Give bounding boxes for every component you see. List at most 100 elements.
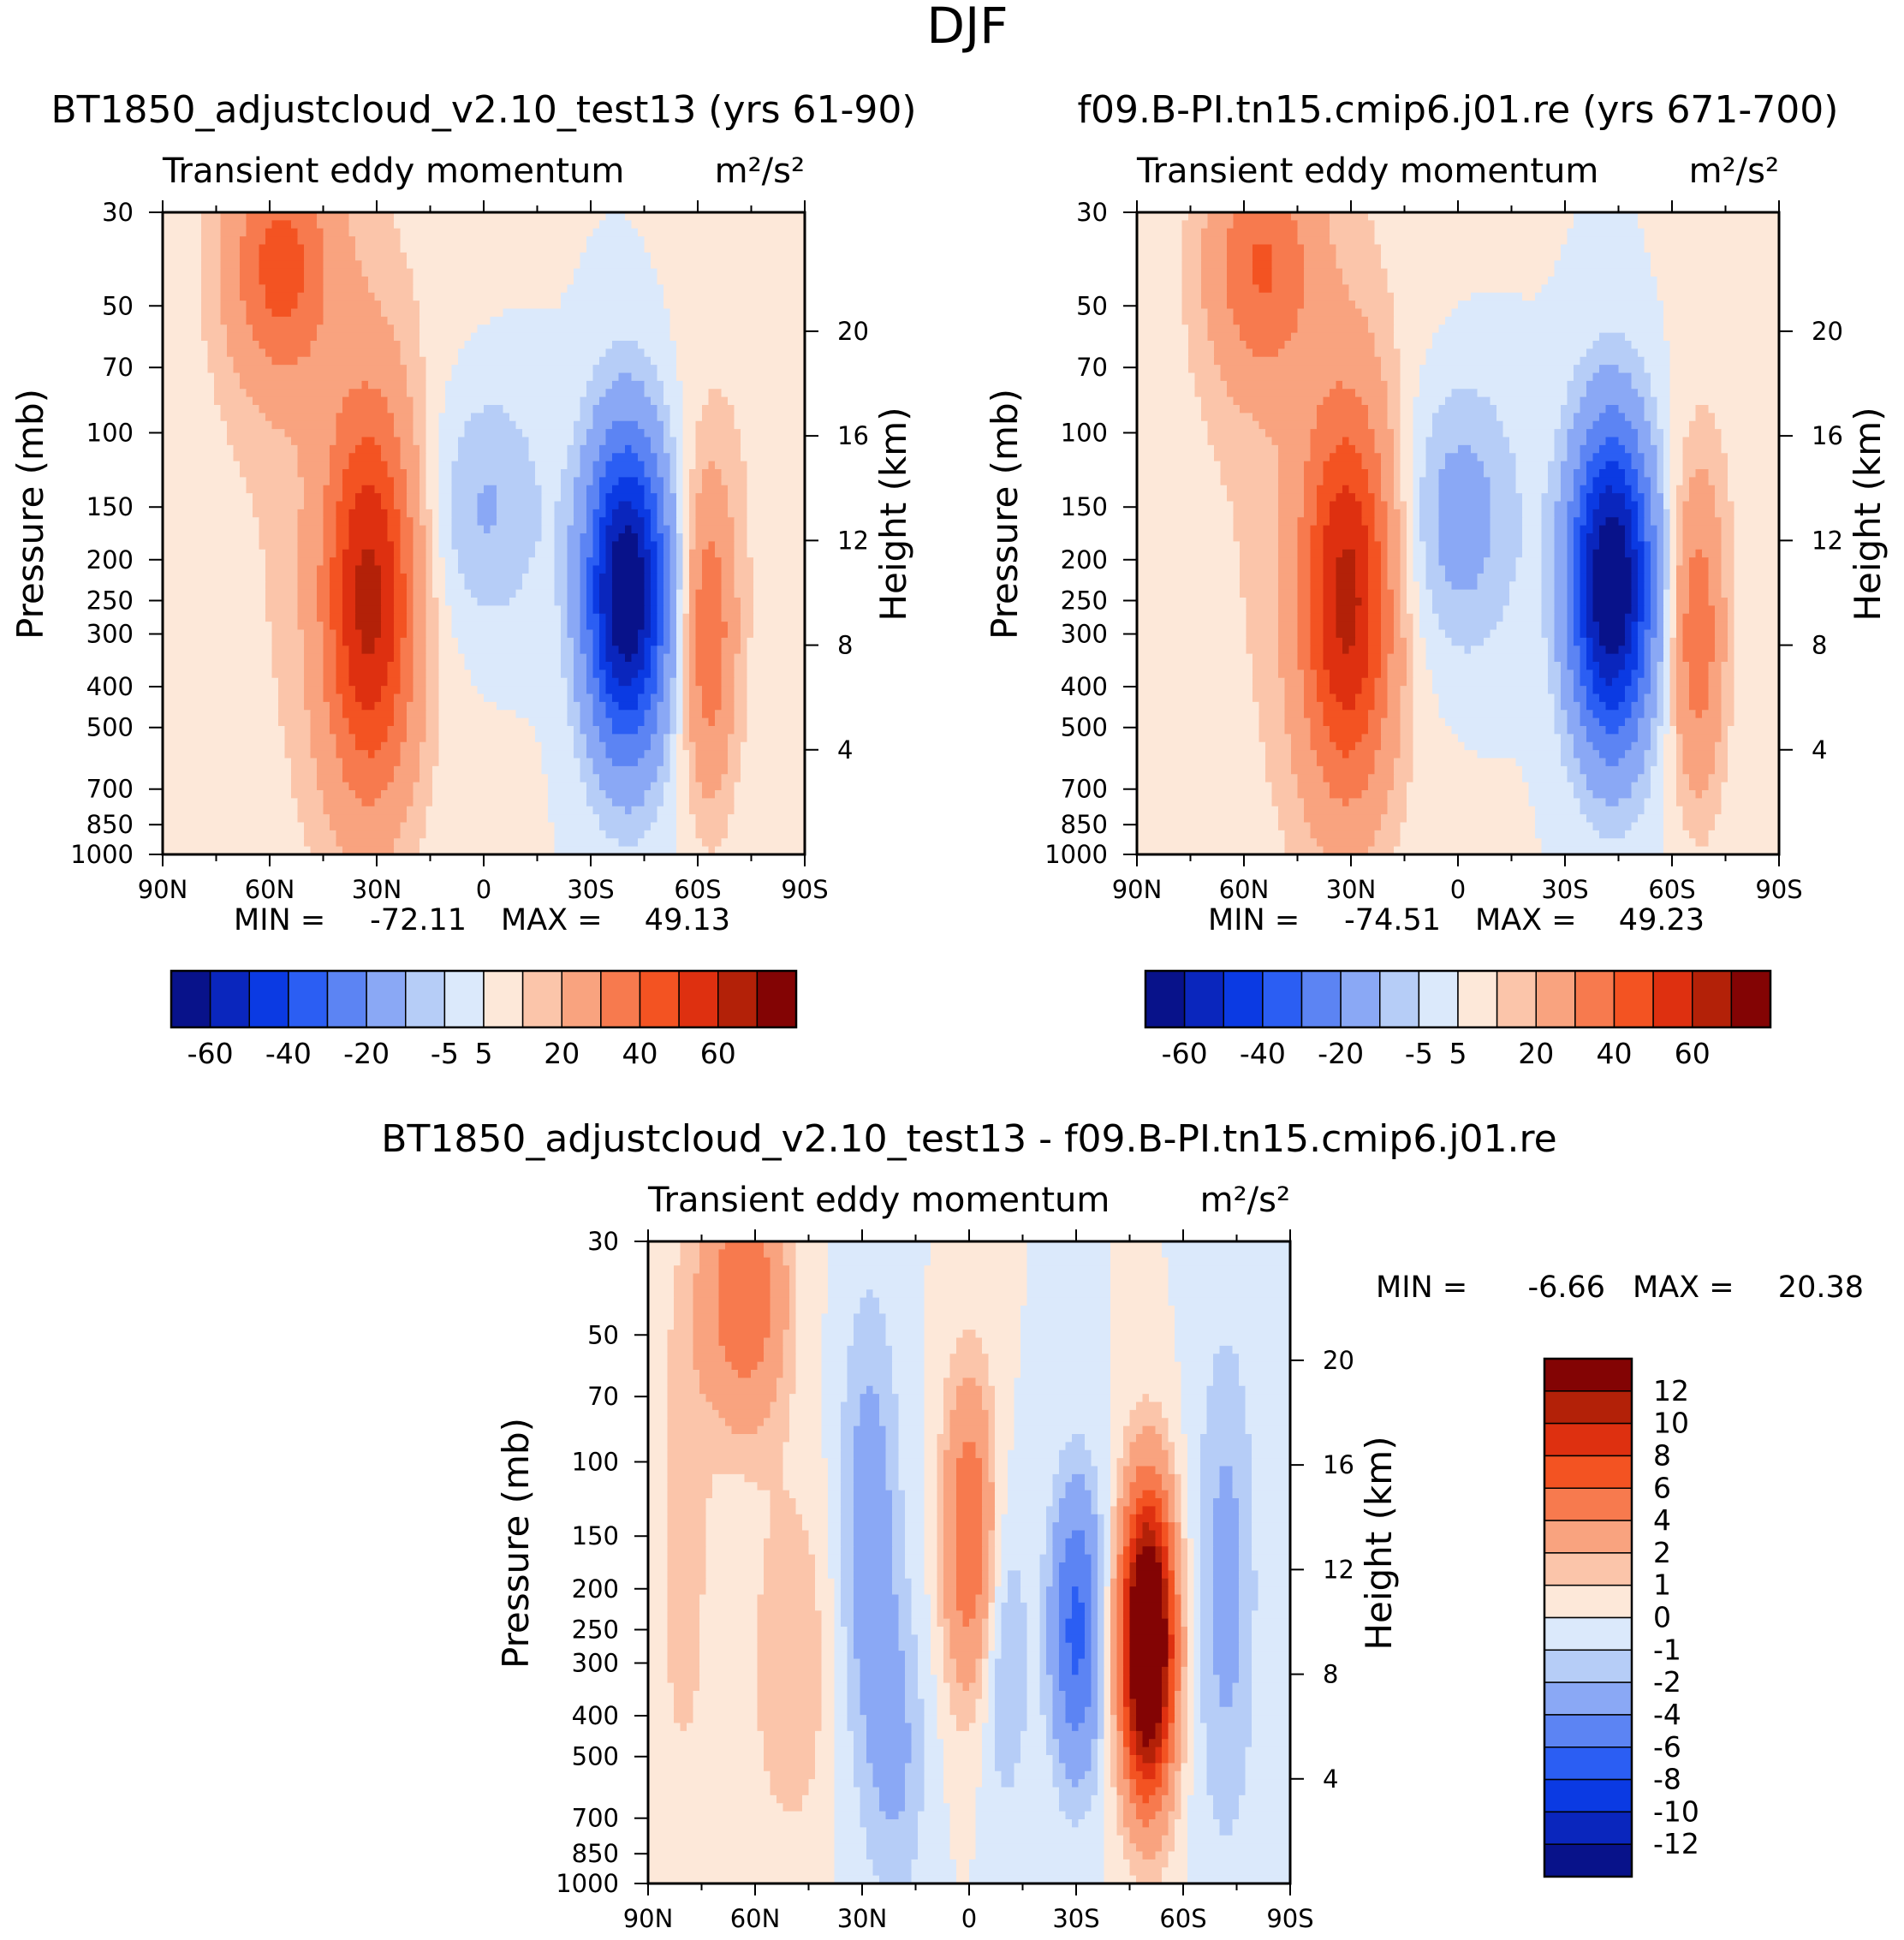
contour-cell: [1123, 1530, 1131, 1539]
contour-cell: [1137, 765, 1266, 775]
contour-cell: [1419, 372, 1574, 382]
contour-cell: [657, 453, 671, 462]
contour-cell: [1387, 533, 1401, 542]
contour-cell: [854, 1449, 887, 1459]
contour-cell: [394, 565, 402, 574]
contour-cell: [580, 252, 652, 261]
contour-cell: [394, 646, 402, 655]
contour-cell: [163, 646, 273, 655]
contour-cell: [1175, 1578, 1182, 1587]
contour-cell: [721, 469, 748, 478]
contour-cell: [1574, 517, 1587, 527]
contour-cell: [330, 557, 343, 567]
contour-cell: [1104, 1538, 1111, 1547]
contour-cell: [438, 613, 453, 622]
contour-cell: [336, 629, 343, 639]
contour-cell: [1419, 533, 1440, 542]
contour-cell: [458, 356, 600, 366]
contour-cell: [1368, 525, 1376, 534]
contour-cell: [1258, 1578, 1291, 1587]
contour-cell: [554, 573, 568, 582]
contour-cell: [400, 453, 420, 462]
contour-cell: [330, 581, 343, 591]
contour-cell: [586, 662, 594, 670]
contour-cell: [695, 814, 729, 824]
contour-cell: [667, 1610, 700, 1620]
contour-cell: [1278, 814, 1305, 824]
contour-cell: [695, 774, 723, 783]
contour-cell: [348, 717, 395, 727]
contour-cell: [1586, 477, 1594, 486]
contour-cell: [1187, 1482, 1201, 1491]
contour-cell: [1425, 662, 1549, 670]
contour-cell: [1193, 1642, 1201, 1651]
contour-cell: [586, 750, 607, 759]
contour-cell: [567, 589, 581, 598]
contour-cell: [1657, 581, 1664, 591]
contour-cell: [1567, 589, 1574, 598]
contour-cell: [669, 469, 677, 478]
contour-cell: [879, 1394, 900, 1403]
contour-cell: [885, 1458, 900, 1467]
contour-cell: [795, 1241, 829, 1250]
contour-cell: [1387, 573, 1401, 582]
contour-cell: [1137, 701, 1260, 711]
contour-cell: [1638, 589, 1645, 598]
contour-cell: [1574, 581, 1581, 591]
contour-cell: [599, 533, 607, 542]
contour-cell: [1663, 589, 1671, 598]
contour-cell: [163, 453, 235, 462]
contour-cell: [1419, 605, 1433, 615]
contour-cell: [1669, 701, 1677, 711]
contour-cell: [1181, 1522, 1188, 1532]
contour-cell: [1541, 541, 1556, 550]
contour-cell: [708, 717, 716, 727]
contour-cell: [1014, 1394, 1111, 1403]
contour-cell: [1657, 573, 1664, 582]
contour-cell: [1213, 1354, 1240, 1363]
contour-cell: [1175, 1554, 1182, 1563]
contour-cell: [937, 1522, 944, 1532]
contour-cell: [757, 1618, 823, 1628]
contour-cell: [651, 693, 664, 703]
contour-cell: [1669, 717, 1677, 727]
contour-cell: [425, 365, 453, 374]
contour-cell: [297, 589, 318, 598]
contour-cell: [1586, 726, 1607, 735]
contour-cell: [937, 1434, 951, 1443]
contour-cell: [580, 260, 652, 270]
contour-cell: [323, 677, 337, 687]
contour-cell: [1682, 653, 1716, 663]
contour-cell: [1695, 405, 1710, 414]
contour-cell: [1638, 605, 1645, 615]
contour-cell: [1663, 677, 1671, 687]
contour-cell: [438, 686, 479, 695]
contour-cell: [651, 741, 664, 751]
contour-cell: [599, 541, 607, 550]
contour-cell: [1400, 477, 1414, 486]
contour-cell: [1175, 1473, 1182, 1483]
contour-cell: [1175, 1610, 1182, 1620]
contour-cell: [432, 589, 446, 598]
contour-cell: [265, 549, 299, 558]
contour-cell: [413, 629, 427, 639]
contour-cell: [361, 260, 408, 270]
contour-cell: [605, 653, 626, 663]
contour-cell: [1181, 1361, 1214, 1371]
contour-cell: [253, 324, 318, 334]
contour-cell: [644, 501, 658, 510]
contour-cell: [931, 1249, 1028, 1259]
contour-cell: [1310, 646, 1324, 655]
contour-cell: [605, 533, 620, 542]
contour-cell: [1734, 517, 1780, 527]
contour-cell: [317, 565, 330, 574]
contour-cell: [937, 1466, 944, 1475]
colorbar-box: [1183, 970, 1224, 1028]
contour-cell: [638, 341, 677, 349]
contour-cell: [1663, 517, 1671, 527]
contour-cell: [962, 1442, 977, 1451]
contour-cell: [1304, 501, 1318, 510]
contour-cell: [438, 646, 459, 655]
contour-cell: [1265, 429, 1312, 438]
contour-cell: [1368, 613, 1382, 622]
